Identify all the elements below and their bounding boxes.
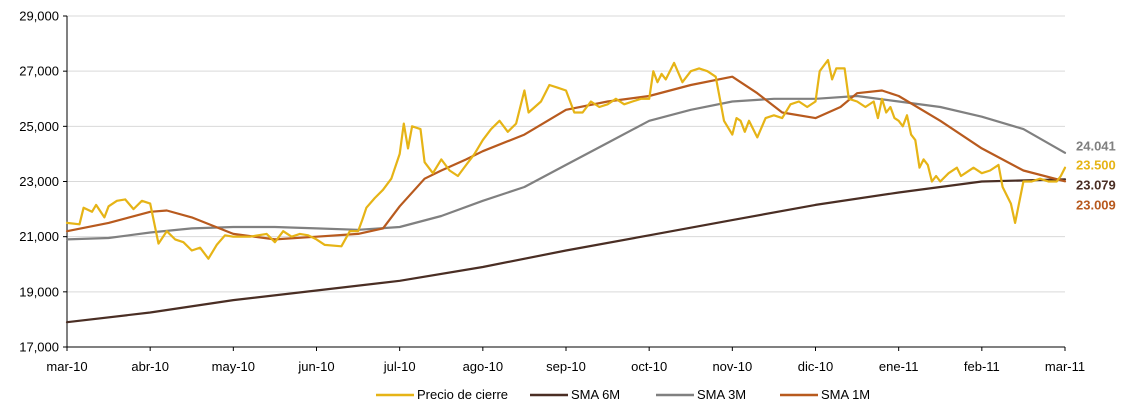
series-line-sma-1m — [65, 75, 1067, 241]
end-labels: 24.041 23.500 23.079 23.009 — [1076, 139, 1116, 213]
x-tick-label: dic-10 — [798, 359, 833, 374]
y-tick-label: 25,000 — [19, 119, 59, 134]
y-tick-label: 23,000 — [19, 174, 59, 189]
x-tick-label: may-10 — [212, 359, 255, 374]
end-value-label: 23.009 — [1076, 198, 1116, 213]
series-lines — [65, 59, 1067, 324]
y-tick-label: 19,000 — [19, 284, 59, 299]
legend-label: SMA 6M — [571, 387, 620, 402]
y-tick-label: 29,000 — [19, 9, 59, 24]
axes: 17,000 19,000 21,000 23,000 25,000 27,000 29,0… — [19, 9, 1085, 375]
x-tick-label: mar-11 — [1045, 359, 1085, 374]
x-tick-label: jul-10 — [383, 359, 416, 374]
y-tick-label: 21,000 — [19, 229, 59, 244]
series-line-sma-3m — [65, 94, 1067, 241]
end-value-label: 24.041 — [1076, 139, 1116, 154]
x-tick-label: abr-10 — [131, 359, 169, 374]
series-line-precio-de-cierre — [65, 59, 1067, 260]
legend-label: SMA 3M — [697, 387, 746, 402]
end-value-label: 23.079 — [1076, 178, 1116, 193]
y-tick-label: 17,000 — [19, 340, 59, 355]
x-tick-label: oct-10 — [631, 359, 667, 374]
x-tick-label: feb-11 — [964, 359, 1000, 374]
x-tick-label: ago-10 — [463, 359, 503, 374]
y-tick-label: 27,000 — [19, 64, 59, 79]
x-tick-label: jun-10 — [297, 359, 334, 374]
legend-label: SMA 1M — [821, 387, 870, 402]
x-tick-label: ene-11 — [879, 359, 919, 374]
x-tick-label: nov-10 — [712, 359, 752, 374]
legend: Precio de cierre SMA 6M SMA 3M SMA 1M — [376, 387, 870, 402]
series-line-sma-6m — [65, 178, 1067, 324]
legend-label: Precio de cierre — [417, 387, 508, 402]
x-tick-label: mar-10 — [46, 359, 87, 374]
end-value-label: 23.500 — [1076, 158, 1116, 173]
x-tick-label: sep-10 — [546, 359, 586, 374]
